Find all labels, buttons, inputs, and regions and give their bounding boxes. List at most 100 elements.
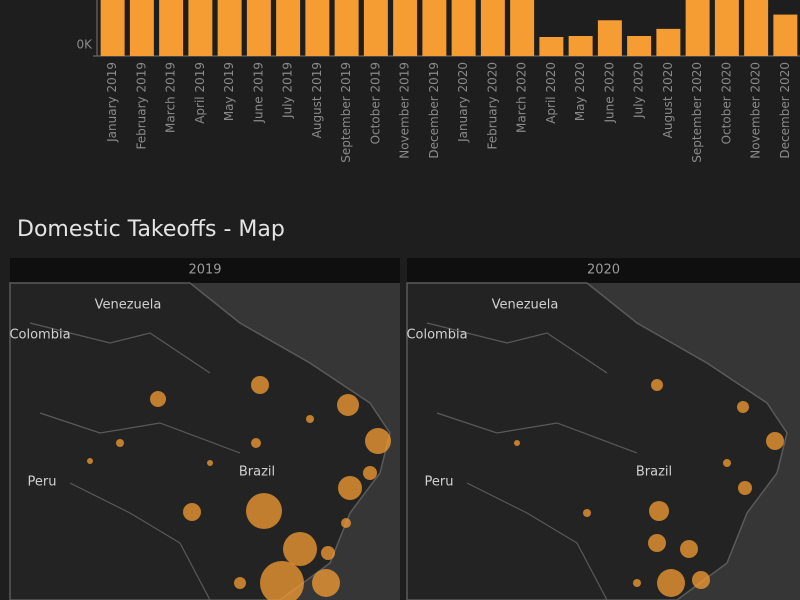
bar: [597, 20, 622, 56]
x-tick-label: April 2020: [544, 62, 558, 124]
panel-header: [10, 258, 400, 283]
map-bubble: [766, 432, 784, 450]
bar: [510, 0, 535, 56]
map-bubble: [583, 509, 591, 517]
x-tick-label: September 2019: [339, 62, 353, 163]
x-tick-label: November 2019: [398, 62, 412, 159]
x-tick-label: June 2019: [251, 62, 265, 124]
bar: [714, 0, 739, 56]
bar: [363, 0, 388, 56]
x-tick-label: May 2019: [222, 62, 236, 121]
x-tick-label: March 2020: [515, 62, 529, 133]
bar: [656, 28, 681, 56]
panel-header: [407, 258, 800, 283]
bar: [685, 0, 710, 56]
map-bubble: [116, 439, 124, 447]
map-title: Domestic Takeoffs - Map: [17, 217, 285, 242]
bar-group: [100, 0, 798, 56]
bar: [627, 36, 652, 56]
map-bubble: [260, 561, 304, 600]
x-tick-label: September 2020: [690, 62, 704, 163]
x-tick-label: February 2019: [134, 62, 148, 150]
map-border: [426, 322, 638, 600]
bar: [539, 37, 564, 56]
x-tick-label: August 2019: [310, 62, 324, 138]
place-label: Brazil: [239, 465, 275, 480]
x-tick-label: June 2020: [602, 62, 616, 124]
bar: [246, 0, 271, 56]
bar: [773, 14, 798, 56]
map-bubble: [87, 458, 93, 464]
x-tick-label: July 2019: [281, 62, 295, 119]
place-label: Brazil: [636, 465, 672, 480]
bar: [129, 0, 154, 56]
x-tick-label: October 2020: [719, 62, 733, 144]
y-tick-label: 0K: [76, 38, 93, 52]
map-bubble: [337, 394, 359, 416]
map-bubble: [633, 579, 641, 587]
bar: [744, 0, 769, 56]
map-panel: Venezuela Colombia Peru Brazil: [406, 282, 800, 600]
map-land: [9, 282, 391, 600]
x-tick-label: January 2019: [105, 62, 119, 143]
x-tick-label: May 2020: [573, 62, 587, 121]
bar: [451, 0, 476, 56]
bar: [159, 0, 184, 56]
map-bubble: [306, 415, 314, 423]
x-tick-label: April 2019: [193, 62, 207, 124]
map-land: [406, 282, 788, 600]
place-label: Colombia: [406, 328, 467, 343]
map-bubble: [246, 493, 282, 529]
x-tick-label: August 2020: [661, 62, 675, 138]
bar: [276, 0, 301, 56]
panel-year: 2020: [587, 263, 620, 278]
map-bubble: [514, 440, 520, 446]
map-bubble: [651, 379, 663, 391]
bar: [334, 0, 359, 56]
x-tick-label: January 2020: [456, 62, 470, 143]
map-bubble: [150, 391, 166, 407]
x-tick-label: March 2019: [164, 62, 178, 133]
map-bubble: [312, 569, 340, 597]
map-bubble: [723, 459, 731, 467]
map-bubble: [183, 503, 201, 521]
place-label: Peru: [425, 475, 454, 490]
map-bubble: [321, 546, 335, 560]
bar: [568, 36, 593, 56]
map-bubble: [363, 466, 377, 480]
map-bubble: [251, 376, 269, 394]
bar: [188, 0, 213, 56]
x-tick-label: February 2020: [485, 62, 499, 150]
map-bubble: [738, 481, 752, 495]
map-bubble: [283, 532, 317, 566]
place-label: Colombia: [9, 328, 70, 343]
x-tick-label: December 2020: [778, 62, 792, 159]
map-bubble: [365, 428, 391, 454]
map-bubble: [692, 571, 710, 589]
bar: [305, 0, 330, 56]
map-bubble: [341, 518, 351, 528]
x-tick-label: November 2020: [749, 62, 763, 159]
map-bubble: [207, 460, 213, 466]
bar: [422, 0, 447, 56]
map-bubble: [649, 501, 669, 521]
map-bubble: [234, 577, 246, 589]
place-label: Venezuela: [492, 298, 559, 313]
panel-year: 2019: [188, 263, 221, 278]
map-bubble: [680, 540, 698, 558]
bar: [480, 0, 505, 56]
bar: [217, 0, 242, 56]
map-bubble: [657, 569, 685, 597]
map-bubble: [251, 438, 261, 448]
map-panel: Venezuela Colombia Peru Brazil: [9, 282, 400, 600]
x-tick-label: December 2019: [427, 62, 441, 159]
map-bubble: [648, 534, 666, 552]
place-label: Venezuela: [95, 298, 162, 313]
map-bubble: [737, 401, 749, 413]
bar: [393, 0, 418, 56]
x-tick-label: October 2019: [368, 62, 382, 144]
map-bubble: [338, 476, 362, 500]
map-border: [29, 322, 241, 600]
bar: [100, 0, 125, 56]
